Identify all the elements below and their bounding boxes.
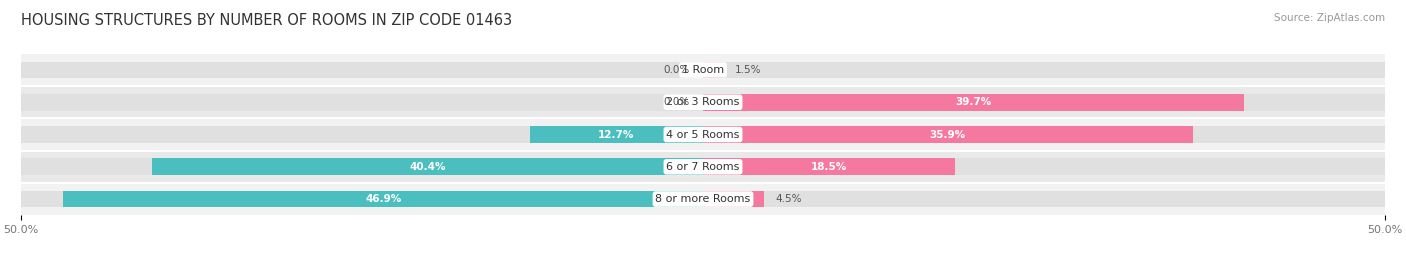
Text: 40.4%: 40.4%: [409, 162, 446, 172]
Text: 1 Room: 1 Room: [682, 65, 724, 75]
Text: 39.7%: 39.7%: [956, 97, 991, 107]
Bar: [21, 94, 703, 111]
Bar: [703, 126, 1385, 143]
Bar: [703, 191, 1385, 207]
Bar: [21, 191, 703, 207]
Bar: [21, 126, 703, 143]
Bar: [152, 158, 703, 175]
Text: 8 or more Rooms: 8 or more Rooms: [655, 194, 751, 204]
Bar: [703, 62, 1385, 78]
Bar: [21, 151, 1385, 183]
Bar: [703, 158, 1385, 175]
Text: 0.0%: 0.0%: [664, 65, 689, 75]
Text: HOUSING STRUCTURES BY NUMBER OF ROOMS IN ZIP CODE 01463: HOUSING STRUCTURES BY NUMBER OF ROOMS IN…: [21, 13, 512, 29]
Text: Source: ZipAtlas.com: Source: ZipAtlas.com: [1274, 13, 1385, 23]
Text: 18.5%: 18.5%: [811, 162, 848, 172]
Text: 1.5%: 1.5%: [734, 65, 761, 75]
Bar: [21, 62, 703, 78]
Text: 2 or 3 Rooms: 2 or 3 Rooms: [666, 97, 740, 107]
Text: 46.9%: 46.9%: [366, 194, 401, 204]
Text: 4 or 5 Rooms: 4 or 5 Rooms: [666, 129, 740, 140]
Text: 12.7%: 12.7%: [598, 129, 634, 140]
Bar: [21, 118, 1385, 151]
Bar: [63, 191, 703, 207]
Bar: [21, 54, 1385, 86]
Bar: [703, 94, 1385, 111]
Text: 6 or 7 Rooms: 6 or 7 Rooms: [666, 162, 740, 172]
Bar: [703, 126, 1192, 143]
Bar: [703, 62, 724, 78]
Bar: [21, 158, 703, 175]
Bar: [703, 94, 1244, 111]
Text: 35.9%: 35.9%: [929, 129, 966, 140]
Bar: [21, 86, 1385, 118]
Bar: [21, 183, 1385, 215]
Text: 4.5%: 4.5%: [775, 194, 801, 204]
Bar: [703, 191, 765, 207]
Text: 0.0%: 0.0%: [664, 97, 689, 107]
Bar: [530, 126, 703, 143]
Bar: [703, 158, 955, 175]
